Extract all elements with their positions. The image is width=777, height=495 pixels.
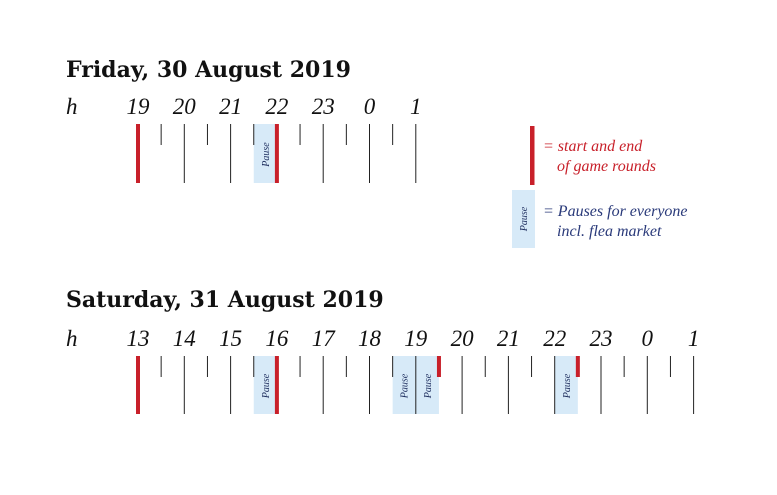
legend-pause-swatch-label: Pause <box>519 206 530 232</box>
legend-pause-swatch <box>512 190 535 248</box>
hour-label: 20 <box>173 94 197 119</box>
hour-label: 23 <box>312 94 335 119</box>
legend: = start and end of game rounds Pause = P… <box>512 126 688 248</box>
hour-unit-label: h <box>66 326 78 351</box>
pause-block <box>392 356 416 414</box>
day-title-saturday: Saturday, 31 August 2019 <box>66 287 384 313</box>
legend-pause-text-1: = Pauses for everyone <box>543 203 688 220</box>
pause-label: Pause <box>261 373 272 399</box>
hour-label: 21 <box>497 326 520 351</box>
round-marker <box>274 356 279 414</box>
round-marker-short <box>436 356 441 377</box>
hour-label: 14 <box>173 326 196 351</box>
round-marker-short <box>575 356 580 377</box>
pause-block <box>415 356 439 414</box>
round-marker <box>274 124 279 183</box>
day-title-friday: Friday, 30 August 2019 <box>66 57 351 83</box>
pause-label: Pause <box>261 142 272 168</box>
hour-unit-label: h <box>66 94 78 119</box>
round-marker <box>136 124 140 183</box>
hour-label: 23 <box>590 326 613 351</box>
legend-pause-text-2: incl. flea market <box>557 223 662 240</box>
hour-label: 13 <box>127 326 150 351</box>
day-friday: Friday, 30 August 2019 h Pause 19 20 21 22 23… <box>66 57 422 183</box>
hour-label: 16 <box>265 326 289 351</box>
pause-label: Pause <box>423 373 434 399</box>
timeline-friday: Pause 19 20 21 22 23 0 1 <box>127 94 422 183</box>
hour-label: 21 <box>219 94 242 119</box>
hour-label: 19 <box>127 94 151 119</box>
legend-round-text-1: = start and end <box>543 138 643 155</box>
pause-block <box>554 356 578 414</box>
hour-label: 17 <box>312 326 337 351</box>
legend-round-marker <box>530 126 535 185</box>
hour-label: 1 <box>688 326 700 351</box>
hour-label: 22 <box>543 326 566 351</box>
pause-block <box>253 356 277 414</box>
pause-block <box>253 124 277 183</box>
hour-label: 18 <box>358 326 382 351</box>
hour-label: 0 <box>642 326 654 351</box>
hour-label: 20 <box>451 326 475 351</box>
day-saturday: Saturday, 31 August 2019 h Pause Pause Pau… <box>66 287 699 414</box>
hour-label: 1 <box>410 94 422 119</box>
pause-label: Pause <box>400 373 411 399</box>
hour-label: 15 <box>219 326 242 351</box>
pause-label: Pause <box>562 373 573 399</box>
timeline-saturday: Pause Pause Pause Pause 13 14 15 16 17 18 19 20 21 22… <box>127 326 700 414</box>
legend-round-text-2: of game rounds <box>557 158 656 175</box>
hour-label: 22 <box>265 94 288 119</box>
round-marker <box>136 356 140 414</box>
hour-label: 0 <box>364 94 376 119</box>
hour-label: 19 <box>404 326 428 351</box>
